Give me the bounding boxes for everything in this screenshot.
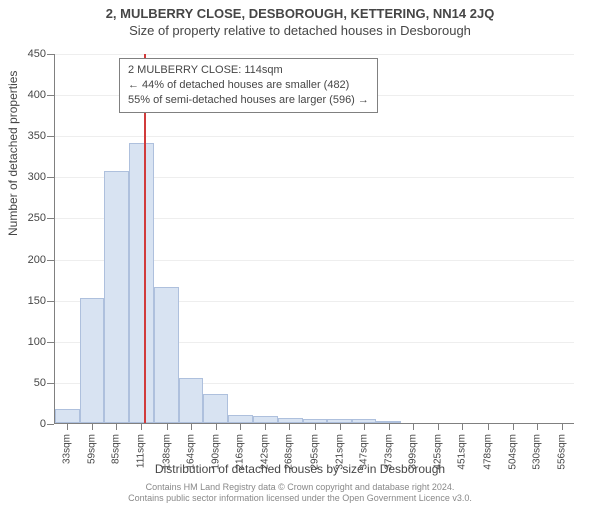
x-tick (413, 424, 414, 430)
y-tick-label: 100 (16, 336, 46, 348)
x-tick-label: 33sqm (62, 434, 73, 464)
histogram-bar (80, 298, 105, 423)
histogram-bar (104, 171, 129, 423)
x-tick (216, 424, 217, 430)
histogram-chart: 05010015020025030035040045033sqm59sqm85s… (54, 54, 574, 424)
y-tick (47, 177, 54, 178)
histogram-bar (203, 394, 228, 423)
y-tick-label: 350 (16, 130, 46, 142)
annotation-line-2: ← 44% of detached houses are smaller (48… (128, 78, 369, 93)
gridline (55, 54, 574, 55)
histogram-bar (55, 409, 80, 423)
y-tick-label: 450 (16, 48, 46, 60)
annotation-line-1: 2 MULBERRY CLOSE: 114sqm (128, 63, 369, 78)
histogram-bar (253, 416, 279, 423)
annotation-box: 2 MULBERRY CLOSE: 114sqm ← 44% of detach… (119, 58, 378, 113)
y-tick (47, 383, 54, 384)
x-tick (513, 424, 514, 430)
x-tick (537, 424, 538, 430)
y-tick (47, 218, 54, 219)
y-tick-label: 150 (16, 295, 46, 307)
x-tick-label: 59sqm (86, 434, 97, 464)
y-tick (47, 342, 54, 343)
histogram-bar (278, 418, 303, 423)
x-tick (240, 424, 241, 430)
x-tick-label: 85sqm (111, 434, 122, 464)
y-tick (47, 424, 54, 425)
y-tick-label: 250 (16, 212, 46, 224)
histogram-bar (154, 287, 179, 423)
page-title: 2, MULBERRY CLOSE, DESBOROUGH, KETTERING… (0, 6, 600, 21)
x-tick (116, 424, 117, 430)
page-subtitle: Size of property relative to detached ho… (0, 23, 600, 38)
y-tick-label: 300 (16, 171, 46, 183)
x-tick (191, 424, 192, 430)
x-tick (315, 424, 316, 430)
x-tick (488, 424, 489, 430)
y-tick-label: 400 (16, 89, 46, 101)
x-tick (340, 424, 341, 430)
histogram-bar (129, 143, 155, 423)
x-axis-label: Distribution of detached houses by size … (0, 462, 600, 476)
x-tick (562, 424, 563, 430)
x-tick (92, 424, 93, 430)
x-tick (265, 424, 266, 430)
x-tick (462, 424, 463, 430)
x-tick (389, 424, 390, 430)
footer-line-1: Contains HM Land Registry data © Crown c… (0, 482, 600, 493)
histogram-bar (179, 378, 204, 423)
histogram-bar (352, 419, 377, 423)
gridline (55, 136, 574, 137)
x-tick (167, 424, 168, 430)
annotation-line-3: 55% of semi-detached houses are larger (… (128, 93, 369, 108)
y-tick (47, 54, 54, 55)
x-tick (67, 424, 68, 430)
x-tick (438, 424, 439, 430)
y-tick-label: 200 (16, 254, 46, 266)
x-tick (141, 424, 142, 430)
histogram-bar (327, 419, 352, 423)
y-tick-label: 0 (16, 418, 46, 430)
histogram-bar (303, 419, 328, 423)
y-tick (47, 95, 54, 96)
y-tick (47, 301, 54, 302)
x-tick (289, 424, 290, 430)
histogram-bar (228, 415, 253, 423)
x-tick (364, 424, 365, 430)
y-tick (47, 260, 54, 261)
y-tick-label: 50 (16, 377, 46, 389)
footer-credits: Contains HM Land Registry data © Crown c… (0, 482, 600, 505)
footer-line-2: Contains public sector information licen… (0, 493, 600, 504)
histogram-bar (376, 421, 401, 423)
y-tick (47, 136, 54, 137)
